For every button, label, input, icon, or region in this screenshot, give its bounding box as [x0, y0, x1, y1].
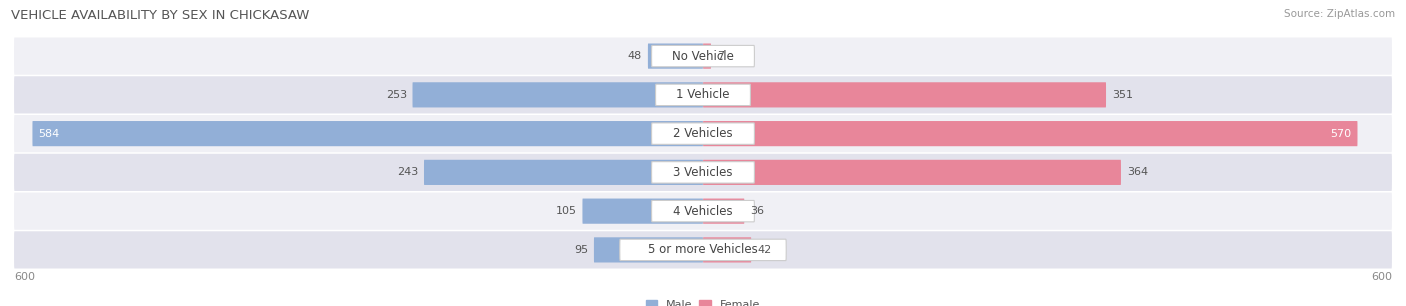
Text: 48: 48: [628, 51, 643, 61]
FancyBboxPatch shape: [14, 76, 1392, 114]
FancyBboxPatch shape: [412, 82, 703, 107]
FancyBboxPatch shape: [703, 160, 1121, 185]
Text: 253: 253: [385, 90, 406, 100]
Text: 243: 243: [396, 167, 418, 177]
Text: 105: 105: [555, 206, 576, 216]
FancyBboxPatch shape: [651, 123, 755, 144]
FancyBboxPatch shape: [648, 43, 703, 69]
FancyBboxPatch shape: [651, 200, 755, 222]
FancyBboxPatch shape: [14, 38, 1392, 75]
FancyBboxPatch shape: [14, 115, 1392, 152]
Text: 5 or more Vehicles: 5 or more Vehicles: [648, 243, 758, 256]
FancyBboxPatch shape: [32, 121, 703, 146]
Text: 600: 600: [14, 272, 35, 282]
FancyBboxPatch shape: [14, 154, 1392, 191]
FancyBboxPatch shape: [651, 45, 755, 67]
FancyBboxPatch shape: [651, 162, 755, 183]
FancyBboxPatch shape: [425, 160, 703, 185]
Text: 95: 95: [574, 245, 588, 255]
Text: 7: 7: [717, 51, 724, 61]
Text: 36: 36: [749, 206, 763, 216]
FancyBboxPatch shape: [703, 121, 1358, 146]
FancyBboxPatch shape: [703, 237, 751, 263]
Text: 351: 351: [1112, 90, 1133, 100]
Text: 570: 570: [1330, 129, 1351, 139]
Text: 364: 364: [1126, 167, 1147, 177]
FancyBboxPatch shape: [593, 237, 703, 263]
Text: 2 Vehicles: 2 Vehicles: [673, 127, 733, 140]
FancyBboxPatch shape: [14, 192, 1392, 230]
FancyBboxPatch shape: [655, 84, 751, 106]
Text: 1 Vehicle: 1 Vehicle: [676, 88, 730, 101]
FancyBboxPatch shape: [14, 231, 1392, 268]
FancyBboxPatch shape: [703, 82, 1107, 107]
Text: 584: 584: [38, 129, 59, 139]
FancyBboxPatch shape: [582, 199, 703, 224]
FancyBboxPatch shape: [703, 199, 744, 224]
FancyBboxPatch shape: [703, 43, 711, 69]
Text: 3 Vehicles: 3 Vehicles: [673, 166, 733, 179]
Text: 4 Vehicles: 4 Vehicles: [673, 205, 733, 218]
Text: VEHICLE AVAILABILITY BY SEX IN CHICKASAW: VEHICLE AVAILABILITY BY SEX IN CHICKASAW: [11, 9, 309, 22]
FancyBboxPatch shape: [620, 239, 786, 261]
Text: No Vehicle: No Vehicle: [672, 50, 734, 63]
Text: Source: ZipAtlas.com: Source: ZipAtlas.com: [1284, 9, 1395, 19]
Legend: Male, Female: Male, Female: [641, 296, 765, 306]
Text: 42: 42: [756, 245, 772, 255]
Text: 600: 600: [1371, 272, 1392, 282]
